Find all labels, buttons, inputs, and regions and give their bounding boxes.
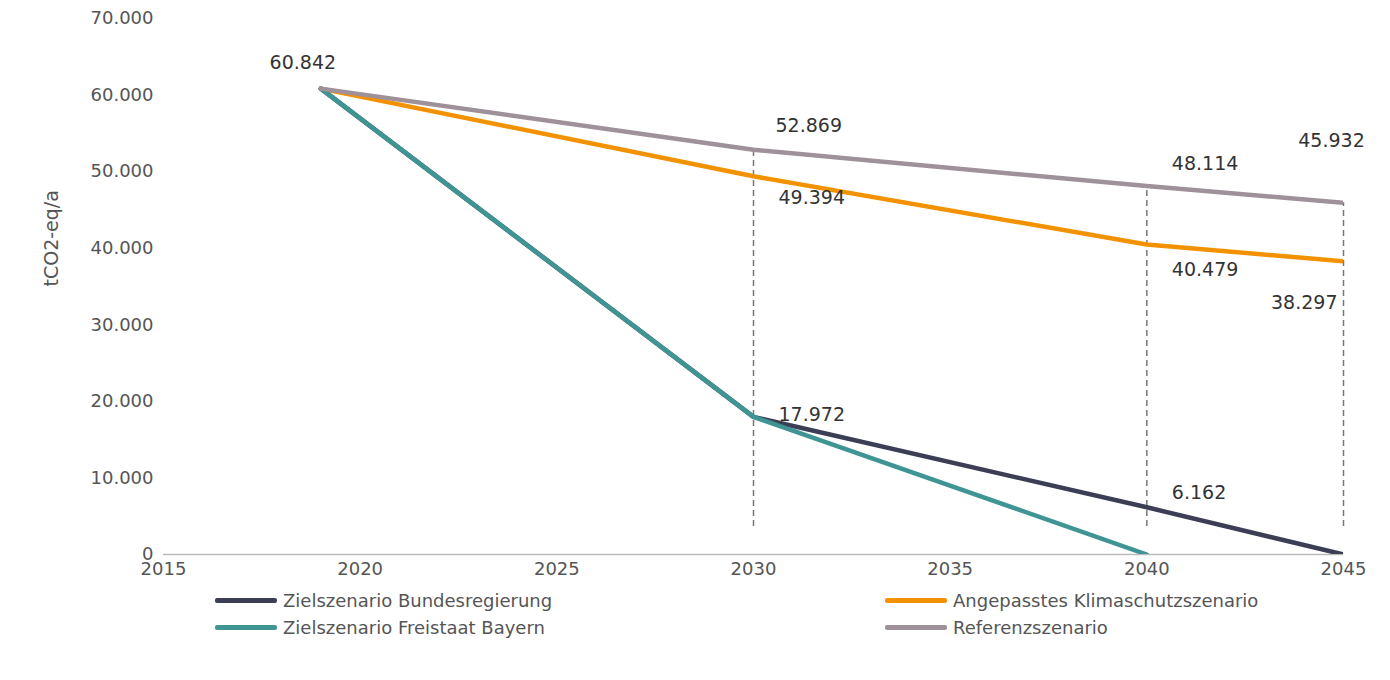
svg-text:17.972: 17.972: [779, 403, 845, 425]
svg-text:60.842: 60.842: [270, 51, 336, 73]
svg-text:45.932: 45.932: [1298, 129, 1364, 151]
html-text:Zielszenario Bundesregierung: Zielszenario Bundesregierung: [283, 590, 553, 611]
svg-text:20.000: 20.000: [91, 390, 154, 411]
svg-text:10.000: 10.000: [91, 467, 154, 488]
svg-text:52.869: 52.869: [776, 114, 842, 136]
svg-text:40.000: 40.000: [91, 237, 154, 258]
svg-text:60.000: 60.000: [91, 84, 154, 105]
svg-text:50.000: 50.000: [91, 160, 154, 181]
svg-text:40.479: 40.479: [1172, 258, 1238, 280]
svg-text:0: 0: [142, 543, 154, 565]
svg-text:2030: 2030: [731, 558, 777, 579]
html-text:Referenzszenario: Referenzszenario: [953, 617, 1108, 638]
svg-text:2020: 2020: [337, 558, 383, 579]
svg-text:38.297: 38.297: [1271, 291, 1337, 313]
svg-text:48.114: 48.114: [1172, 152, 1238, 174]
svg-text:tCO2-eq/a: tCO2-eq/a: [40, 190, 62, 286]
svg-text:2040: 2040: [1124, 558, 1170, 579]
svg-text:2015: 2015: [141, 558, 187, 579]
html-text:Angepasstes Klimaschutzszenari: Angepasstes Klimaschutzszenario: [953, 590, 1259, 611]
svg-text:30.000: 30.000: [91, 314, 154, 335]
svg-text:49.394: 49.394: [779, 186, 845, 208]
svg-text:2045: 2045: [1321, 558, 1367, 579]
svg-text:2035: 2035: [927, 558, 973, 579]
html-text:Zielszenario Freistaat Bayern: Zielszenario Freistaat Bayern: [283, 617, 545, 638]
svg-text:6.162: 6.162: [1172, 481, 1226, 503]
svg-text:2025: 2025: [534, 558, 580, 579]
svg-text:70.000: 70.000: [91, 7, 154, 28]
